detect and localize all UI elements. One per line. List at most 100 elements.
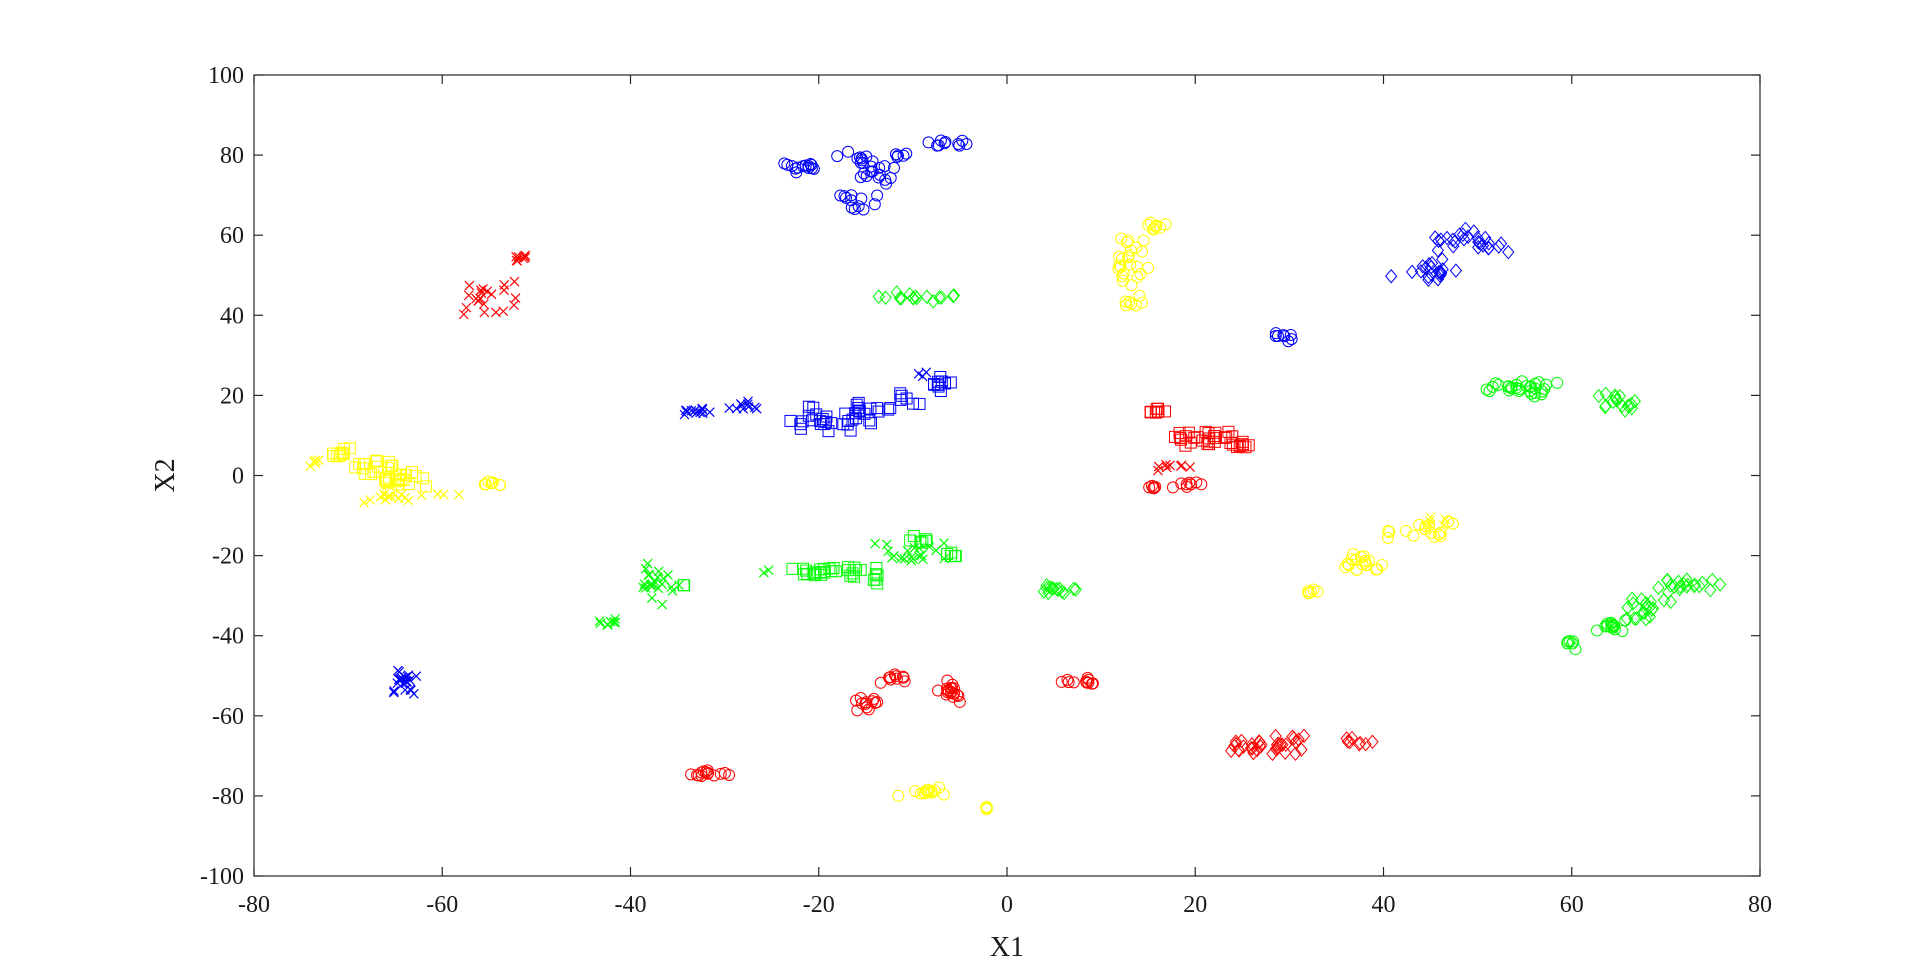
data-point-blue (1277, 329, 1290, 342)
data-point-green (906, 552, 917, 562)
data-point-yellow (1131, 270, 1144, 283)
data-points (305, 134, 1727, 816)
data-point-red (1175, 433, 1188, 446)
data-point-green (871, 569, 884, 582)
data-point-red (1143, 481, 1156, 494)
data-point-yellow (1375, 558, 1388, 571)
data-point-red (952, 689, 965, 702)
data-point-green (1628, 611, 1641, 626)
data-point-blue (858, 407, 871, 420)
data-point-yellow (1434, 526, 1447, 539)
data-point-yellow (385, 491, 396, 501)
data-point-yellow (1116, 270, 1129, 283)
data-point-blue (938, 377, 951, 390)
data-point-yellow (1137, 234, 1150, 247)
data-point-red (1180, 478, 1193, 491)
data-point-yellow (1382, 524, 1395, 537)
data-point-blue (794, 418, 807, 431)
data-point-blue (934, 134, 947, 147)
data-point-green (605, 616, 616, 627)
data-point-green (1605, 617, 1618, 630)
data-point-blue (791, 161, 804, 174)
data-point-green (1055, 584, 1069, 599)
data-point-red (941, 674, 954, 687)
data-point-yellow (359, 497, 370, 508)
data-point-red (1279, 745, 1292, 760)
data-point-red (1289, 734, 1302, 750)
data-point-blue (790, 166, 803, 179)
data-point-green (1664, 594, 1677, 610)
data-point-blue (857, 167, 870, 180)
data-point-blue (917, 371, 928, 382)
data-point-green (1668, 579, 1681, 594)
data-point-blue (1422, 269, 1435, 285)
data-point-yellow (386, 459, 399, 472)
data-point-red (479, 307, 490, 318)
y-tick-label: 80 (220, 143, 244, 169)
data-point-yellow (1425, 512, 1436, 523)
data-point-green (1042, 585, 1055, 601)
data-point-blue (1459, 221, 1472, 237)
data-point-blue (900, 392, 913, 405)
data-point-blue (878, 160, 891, 173)
data-point-blue (1447, 238, 1460, 254)
data-point-red (1230, 441, 1243, 454)
data-point-blue (1285, 333, 1298, 346)
data-point-blue (934, 384, 947, 397)
data-point-green (947, 288, 960, 303)
x-tick-label: -20 (803, 892, 835, 918)
data-point-yellow (1114, 260, 1127, 273)
data-point-blue (872, 405, 885, 418)
y-tick-label: 20 (220, 383, 244, 409)
data-point-green (1483, 385, 1496, 398)
y-axis-title: X2 (150, 458, 181, 492)
x-tick-label: -80 (238, 892, 270, 918)
data-point-yellow (925, 786, 938, 799)
data-point-blue (1434, 264, 1447, 280)
data-point-yellow (1339, 561, 1352, 574)
data-point-green (642, 558, 653, 569)
x-tick-label: -60 (426, 892, 458, 918)
data-point-blue (691, 408, 701, 419)
data-point-green (1492, 378, 1505, 391)
data-point-red (1343, 734, 1357, 750)
data-point-green (595, 618, 606, 629)
data-point-yellow (1360, 559, 1373, 572)
data-point-green (1619, 614, 1632, 627)
data-point-green (643, 570, 654, 580)
data-point-green (1652, 580, 1665, 596)
data-point-yellow (392, 475, 405, 488)
data-point-yellow (1125, 279, 1138, 292)
data-point-yellow (1345, 553, 1358, 566)
data-point-red (866, 695, 879, 708)
data-point-yellow (1371, 563, 1384, 576)
data-point-red (714, 767, 727, 780)
data-point-green (896, 553, 907, 564)
data-point-blue (864, 417, 877, 430)
data-point-red (1195, 478, 1208, 491)
y-tick-label: 0 (232, 464, 244, 490)
data-point-yellow (336, 447, 349, 460)
data-point-green (1569, 643, 1582, 656)
data-point-red (1353, 735, 1367, 751)
data-point-green (666, 582, 677, 593)
data-point-yellow (305, 461, 316, 472)
data-point-blue (1448, 234, 1462, 249)
data-point-green (657, 599, 668, 610)
data-point-yellow (1382, 532, 1395, 545)
data-point-blue (852, 200, 865, 213)
data-point-red (889, 670, 902, 683)
data-point-blue (680, 405, 691, 416)
data-point-red (1245, 737, 1259, 752)
data-point-yellow (1130, 299, 1143, 312)
data-point-blue (845, 201, 858, 214)
data-point-yellow (1136, 296, 1149, 309)
data-point-green (1592, 388, 1605, 404)
data-point-green (893, 290, 906, 306)
data-point-blue (778, 157, 791, 170)
data-point-green (1672, 574, 1685, 590)
data-point-red (1224, 437, 1237, 450)
data-point-yellow (1341, 557, 1354, 570)
data-point-yellow (375, 491, 386, 502)
data-point-blue (1278, 330, 1291, 343)
